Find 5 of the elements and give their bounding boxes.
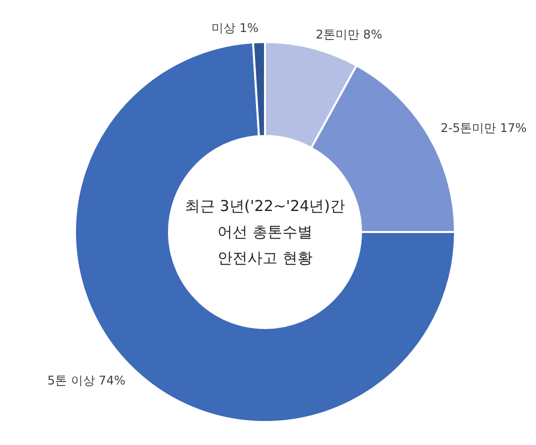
slice-label: 미상 1% — [212, 21, 259, 36]
text: 최근 3년('22~'24년)간 어선 총톤수별 안전사고 현황 — [184, 197, 346, 267]
slice-label: 2톤미만 8% — [316, 27, 382, 42]
slice-label: 5톤 이상 74% — [47, 374, 126, 388]
slice-label: 2-5톤미만 17% — [440, 121, 527, 136]
